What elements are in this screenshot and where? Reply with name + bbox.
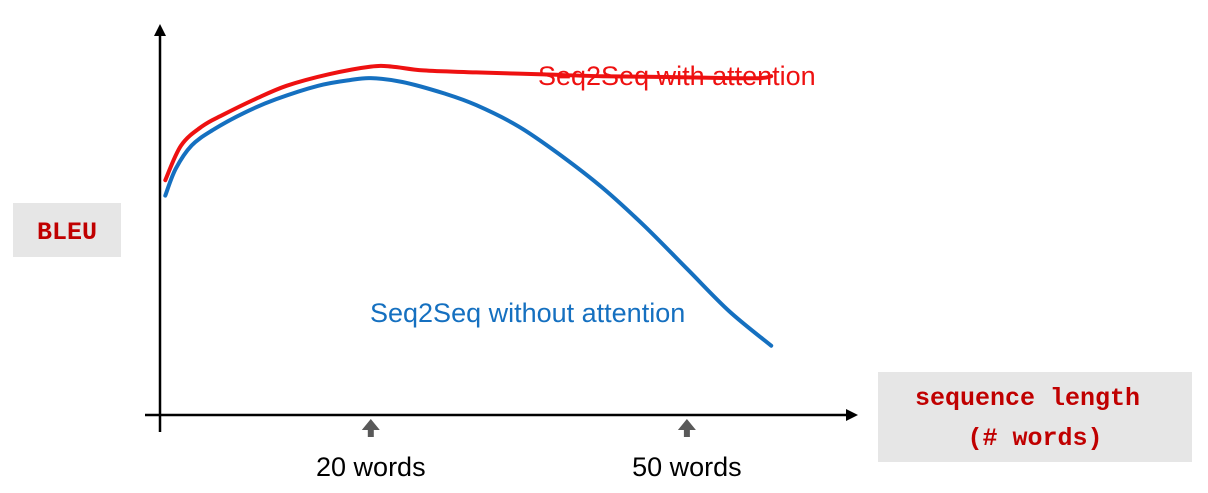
up-arrow-icon bbox=[361, 419, 380, 437]
series-label-with-attention: Seq2Seq with attention bbox=[538, 61, 816, 91]
series-line-with-attention bbox=[163, 63, 774, 183]
series-label-without-attention: Seq2Seq without attention bbox=[370, 298, 685, 328]
x-axis-label: sequence length (# words) bbox=[915, 384, 1155, 453]
series-line-without-attention bbox=[163, 76, 774, 348]
y-axis-label-box bbox=[13, 203, 121, 257]
x-tick-label-20-words: 20 words bbox=[316, 452, 426, 482]
x-axis-label-line-2: (# words) bbox=[967, 424, 1102, 453]
x-axis-label-box bbox=[878, 372, 1192, 462]
x-axis-label-line-1: sequence length bbox=[915, 384, 1140, 413]
x-marker-50-words: 50 words bbox=[632, 419, 742, 482]
x-tick-label-50-words: 50 words bbox=[632, 452, 742, 482]
x-marker-20-words: 20 words bbox=[316, 419, 426, 482]
y-axis-label: BLEU bbox=[37, 218, 97, 247]
up-arrow-icon bbox=[677, 419, 696, 437]
